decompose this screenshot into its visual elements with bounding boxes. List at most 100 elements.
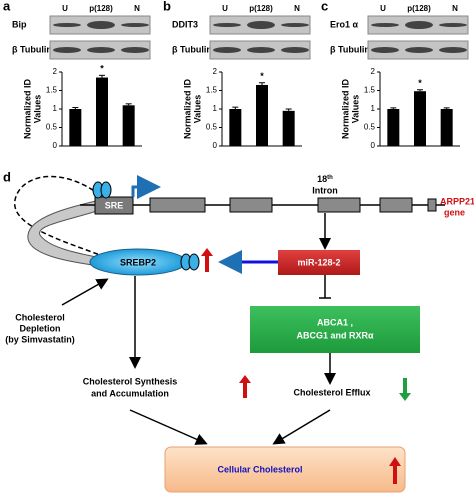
- mir-label: miR-128-2: [297, 257, 340, 267]
- blot-band: [53, 23, 81, 27]
- y-tick-label: 2: [53, 67, 58, 76]
- lane-label: N: [294, 4, 300, 13]
- blot-band: [87, 47, 115, 53]
- blot-band: [405, 47, 433, 53]
- bar: [414, 91, 426, 146]
- down-arrow: [399, 378, 411, 401]
- annotation: *: [260, 71, 264, 81]
- y-tick-label: 2: [213, 67, 218, 76]
- arrow: [272, 409, 331, 445]
- blot-band: [439, 23, 467, 27]
- blot-label: β Tubulin: [12, 44, 52, 54]
- blot-band: [213, 23, 241, 27]
- blot-band: [371, 47, 399, 53]
- bar: [229, 109, 242, 146]
- blot-band: [247, 21, 275, 29]
- blot-band: [87, 21, 115, 29]
- protein: [188, 253, 200, 271]
- srebp2-label: SREBP2: [120, 257, 156, 267]
- blot-band: [281, 47, 309, 53]
- lane-label: p(128): [249, 4, 273, 13]
- blot-band: [405, 21, 433, 29]
- y-tick-label: 2: [371, 67, 376, 76]
- efflux-label: Cholesterol Efflux: [293, 387, 370, 397]
- panel-letter: a: [3, 0, 11, 13]
- transcription-arrow: [131, 175, 161, 199]
- y-tick-label: 1: [53, 104, 58, 113]
- blot-band: [121, 47, 149, 53]
- depletion-label: Cholesterol: [15, 312, 65, 322]
- depletion-label: (by Simvastatin): [5, 334, 75, 344]
- feedback-loop: [14, 175, 101, 256]
- up-arrow: [389, 457, 401, 484]
- blot-band: [281, 23, 309, 27]
- y-tick-label: 0.5: [364, 123, 376, 132]
- bar: [387, 109, 400, 146]
- arrow: [61, 278, 109, 306]
- up-arrow: [239, 375, 251, 398]
- bar: [122, 105, 135, 146]
- lane-label: U: [222, 4, 228, 13]
- intron-label: 18th: [317, 174, 333, 184]
- y-tick-label: 1: [213, 104, 218, 113]
- bar: [256, 84, 268, 146]
- intron-label: Intron: [312, 185, 338, 195]
- y-tick-label: 0: [53, 141, 58, 150]
- panel-letter: d: [3, 169, 11, 184]
- sre-label: SRE: [105, 200, 124, 210]
- diagram: d SRE 18th Intron ARPP21 gene SREBP2 miR…: [3, 169, 474, 493]
- blot-label: Bip: [12, 19, 27, 29]
- y-axis-label: Values: [350, 95, 360, 124]
- y-axis-label: Values: [32, 95, 42, 124]
- exon: [229, 197, 273, 213]
- y-axis-label: Normalized ID: [182, 78, 192, 139]
- bar: [69, 109, 82, 146]
- y-tick-label: 0: [371, 141, 376, 150]
- blot-label: β Tubulin: [330, 44, 370, 54]
- blot-band: [439, 47, 467, 53]
- synthesis-label: Cholesterol Synthesis: [83, 376, 178, 386]
- y-tick-label: 1.5: [364, 86, 376, 95]
- blot-band: [53, 47, 81, 53]
- sre-box: [94, 196, 134, 215]
- mir-box: [278, 250, 360, 275]
- srebp2-band: [27, 199, 101, 267]
- up-arrow: [201, 248, 213, 272]
- y-tick-label: 1.5: [46, 86, 58, 95]
- bar: [440, 109, 453, 146]
- targets-box: [250, 306, 420, 353]
- blot-label: Ero1 α: [330, 19, 359, 29]
- y-tick-label: 0.5: [206, 123, 218, 132]
- panel-letter: b: [163, 0, 171, 13]
- cellular-label: Cellular Cholesterol: [217, 464, 302, 474]
- protein: [100, 181, 112, 199]
- exon: [427, 198, 437, 212]
- lane-label: p(128): [407, 4, 431, 13]
- gene-label: ARPP21: [440, 196, 474, 206]
- y-tick-label: 0: [213, 141, 218, 150]
- blot-band: [121, 23, 149, 27]
- blot-band: [247, 47, 275, 53]
- bar: [96, 77, 108, 146]
- blot-label: β Tubulin: [172, 44, 212, 54]
- blot-label: DDIT3: [172, 19, 198, 29]
- exon: [379, 197, 413, 213]
- lane-label: N: [134, 4, 140, 13]
- bar: [282, 110, 295, 146]
- y-axis-label: Normalized ID: [22, 78, 32, 139]
- arrow: [129, 409, 208, 445]
- gene-label: gene: [444, 207, 465, 217]
- y-tick-label: 1: [371, 104, 376, 113]
- y-tick-label: 0.5: [46, 123, 58, 132]
- annotation: *: [100, 64, 104, 74]
- y-axis-label: Values: [192, 95, 202, 124]
- y-axis-label: Normalized ID: [340, 78, 350, 139]
- exon: [317, 197, 361, 213]
- annotation: *: [418, 78, 422, 88]
- blot-band: [371, 23, 399, 27]
- exon: [149, 197, 206, 213]
- panel-letter: c: [321, 0, 328, 13]
- synthesis-label: and Accumulation: [91, 388, 169, 398]
- y-tick-label: 1.5: [206, 86, 218, 95]
